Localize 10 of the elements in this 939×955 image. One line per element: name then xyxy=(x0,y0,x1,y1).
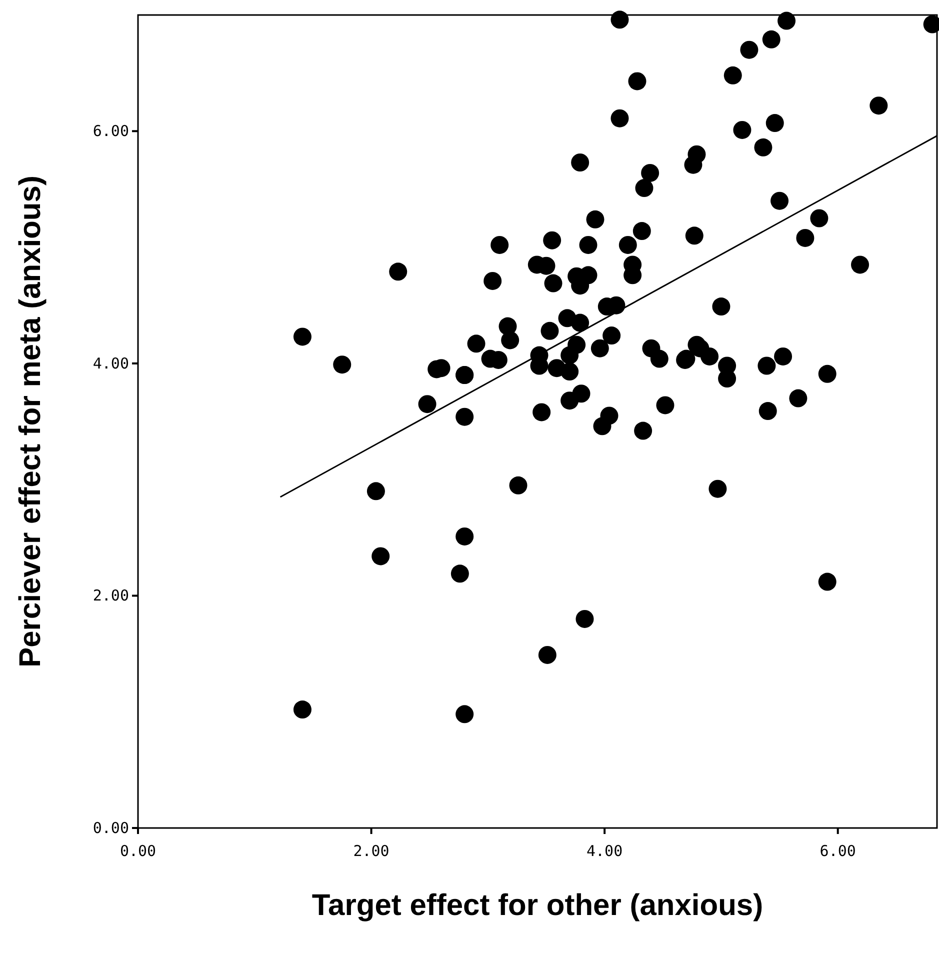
y-tick-label: 4.00 xyxy=(92,354,129,372)
x-axis-title: Target effect for other (anxious) xyxy=(312,889,764,922)
x-tick-label: 6.00 xyxy=(820,842,856,860)
x-tick-label: 0.00 xyxy=(120,842,156,860)
y-tick-label: 2.00 xyxy=(92,586,129,605)
x-tick-label: 4.00 xyxy=(586,842,623,860)
y-tick-label: 6.00 xyxy=(92,122,129,140)
y-axis-title: Perciever effect for meta (anxious) xyxy=(14,176,47,668)
y-tick-label: 0.00 xyxy=(92,819,129,837)
x-tick-label: 2.00 xyxy=(353,842,390,860)
